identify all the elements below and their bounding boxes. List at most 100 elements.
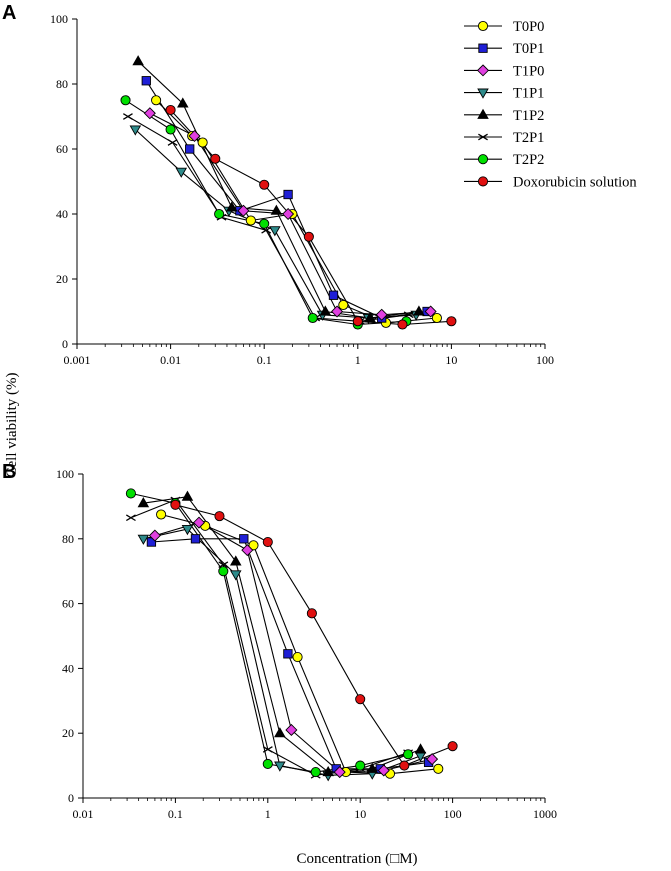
data-point xyxy=(210,153,221,164)
panel-letter-b: B xyxy=(2,461,16,483)
data-point xyxy=(190,534,201,544)
data-point xyxy=(319,305,332,316)
data-point xyxy=(141,76,151,86)
x-tick-label: 1000 xyxy=(533,807,557,821)
data-point xyxy=(270,204,283,215)
legend-item: T0P0 xyxy=(464,19,544,35)
data-point xyxy=(274,727,286,738)
legend: T0P0 T0P1 T1P0 T1P1 T1P2 T2P1 T2P2 Doxorubicin … xyxy=(464,19,637,190)
chart-panel-b: 0 20 40 60 80 100 0.01 0.1 1 10 100 1000 xyxy=(56,467,557,821)
legend-label: Doxorubicin solution xyxy=(513,174,637,190)
data-point xyxy=(364,311,376,323)
y-tick-label: 100 xyxy=(56,467,74,481)
data-point xyxy=(366,762,379,773)
data-point xyxy=(426,753,439,766)
data-point xyxy=(292,652,303,663)
legend-item: T1P2 xyxy=(464,108,544,124)
data-point xyxy=(446,316,457,327)
legend-marker xyxy=(478,133,488,141)
data-point xyxy=(129,125,142,136)
data-point xyxy=(175,167,188,178)
x-tick-label: 0.1 xyxy=(257,353,272,367)
data-point xyxy=(237,204,250,217)
legend-marker xyxy=(477,108,489,119)
data-point xyxy=(156,509,167,520)
series-line xyxy=(143,528,421,776)
data-point xyxy=(181,525,194,536)
data-point xyxy=(399,760,410,771)
data-point xyxy=(165,124,176,135)
data-point xyxy=(125,514,136,522)
y-tick-label: 100 xyxy=(50,12,68,26)
legend-marker xyxy=(477,20,489,32)
data-point xyxy=(225,201,238,212)
data-point xyxy=(165,104,176,116)
data-point xyxy=(447,741,458,752)
legend-item: T2P2 xyxy=(464,152,544,168)
data-point xyxy=(307,312,318,324)
legend-item: Doxorubicin solution xyxy=(464,174,637,190)
data-point xyxy=(310,767,321,778)
data-point xyxy=(330,305,344,318)
data-point xyxy=(214,511,225,522)
data-point xyxy=(355,694,366,705)
chart-panel-a: 0 20 40 60 80 100 0.001 0.01 0.1 1 10 100 xyxy=(50,12,554,367)
legend-marker xyxy=(477,176,489,187)
data-point xyxy=(167,139,178,146)
series-line xyxy=(175,504,453,767)
legend-item: T1P0 xyxy=(464,63,544,79)
data-point xyxy=(397,319,408,330)
data-point xyxy=(285,723,298,736)
data-point xyxy=(143,107,156,120)
y-tick-label: 80 xyxy=(56,77,68,91)
legend-label: T2P1 xyxy=(513,130,544,146)
data-point xyxy=(185,144,195,154)
data-point xyxy=(303,231,314,242)
x-tick-label: 100 xyxy=(536,353,554,367)
y-tick-label: 0 xyxy=(62,337,68,351)
legend-label: T1P1 xyxy=(513,86,544,102)
data-point xyxy=(283,649,293,659)
data-point xyxy=(403,749,414,760)
data-point xyxy=(333,766,346,779)
legend-item: T2P1 xyxy=(464,130,544,146)
y-tick-label: 80 xyxy=(62,532,74,546)
y-axis-label: Cell viability (%) xyxy=(4,373,20,478)
data-point xyxy=(262,758,273,770)
x-tick-label: 0.01 xyxy=(73,807,94,821)
x-tick-label: 100 xyxy=(444,807,462,821)
series-line xyxy=(137,60,419,319)
data-point xyxy=(239,534,249,544)
data-point xyxy=(338,299,349,311)
x-tick-label: 0.001 xyxy=(64,353,91,367)
data-point xyxy=(259,179,270,190)
y-tick-label: 40 xyxy=(56,207,68,221)
data-point xyxy=(151,95,162,106)
data-point xyxy=(269,226,281,237)
data-point xyxy=(197,137,208,148)
data-point xyxy=(125,488,136,499)
legend-item: T1P1 xyxy=(464,86,544,102)
data-point xyxy=(431,312,442,324)
series-line xyxy=(134,129,417,319)
x-axis-label: Concentration (□M) xyxy=(296,851,417,867)
data-point xyxy=(218,566,229,577)
data-point xyxy=(229,555,242,566)
data-point xyxy=(245,215,256,226)
y-tick-label: 20 xyxy=(62,726,74,740)
data-point xyxy=(283,189,293,200)
y-tick-label: 20 xyxy=(56,272,68,286)
data-point xyxy=(214,208,225,220)
legend-label: T1P0 xyxy=(513,63,544,79)
data-point xyxy=(241,544,254,557)
data-point xyxy=(181,490,194,501)
data-point xyxy=(274,761,286,772)
series-line xyxy=(127,116,409,322)
x-tick-label: 1 xyxy=(355,353,361,367)
data-point xyxy=(122,113,133,120)
legend-marker xyxy=(476,64,490,77)
data-point xyxy=(148,529,161,542)
data-point xyxy=(322,765,334,777)
x-tick-label: 0.1 xyxy=(168,807,183,821)
